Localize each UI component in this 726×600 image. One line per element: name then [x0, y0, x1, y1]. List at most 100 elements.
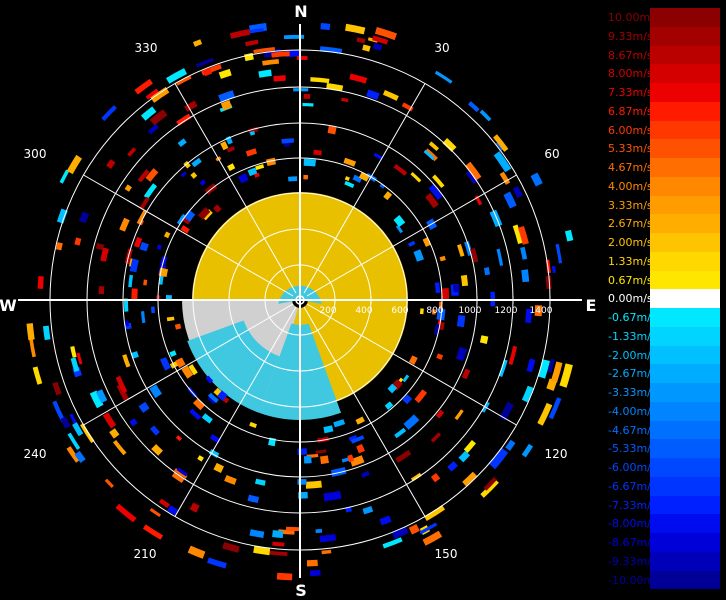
echo-gate [258, 69, 272, 78]
echo-gate [391, 526, 409, 540]
legend-entry: -6.67m/s [606, 476, 720, 496]
legend-entry: -1.33m/s [606, 326, 720, 346]
echo-gate [60, 416, 71, 429]
echo-gate [442, 137, 457, 152]
legend-entry: -2.00m/s [606, 345, 720, 365]
echo-gate [424, 505, 446, 522]
echo-gate [458, 450, 471, 463]
legend-entry: -9.33m/s [606, 551, 720, 571]
legend-swatch [650, 533, 720, 552]
echo-gate [296, 55, 308, 60]
legend-label: 6.00m/s [608, 123, 653, 137]
echo-core-approaching-sw [187, 320, 280, 413]
legend-label: -8.67m/s [608, 536, 657, 549]
legend-entry: 10.00m/s [606, 8, 720, 27]
echo-gate [197, 455, 204, 462]
echo-gate [76, 352, 83, 365]
echo-gate [249, 130, 256, 136]
echo-gate [26, 323, 35, 341]
echo-gate [98, 286, 105, 295]
legend-entry: -4.67m/s [606, 420, 720, 440]
echo-gate [119, 217, 130, 232]
echo-gate [496, 248, 504, 266]
echo-gate [220, 141, 229, 151]
echo-gate [74, 237, 82, 246]
echo-gate [176, 75, 192, 86]
echo-gate [439, 255, 446, 262]
echo-gate [303, 93, 311, 99]
echo-gate [366, 89, 380, 101]
echo-gate [361, 470, 371, 478]
echo-gate [465, 161, 482, 181]
range-label-800: 800 [426, 306, 443, 316]
echo-gate [555, 243, 563, 264]
legend-label: 9.33m/s [608, 29, 653, 43]
echo-gate [410, 472, 422, 482]
echo-gate [42, 325, 51, 341]
echo-gate [499, 401, 515, 421]
echo-gate [70, 357, 80, 373]
echo-gate [202, 67, 213, 77]
legend-swatch [650, 139, 720, 158]
echo-gate [344, 180, 355, 188]
echo-gate [67, 432, 81, 450]
compass-west: W [0, 296, 17, 315]
echo-gate [323, 490, 342, 502]
echo-gate [149, 425, 160, 436]
echo-gate [320, 455, 330, 465]
echo-gate [253, 545, 271, 556]
legend-swatch [650, 26, 720, 46]
echo-gate [220, 100, 232, 111]
echo-gate [304, 455, 312, 464]
echo-gate [379, 515, 392, 526]
echo-gate [551, 265, 556, 274]
echo-gate [383, 191, 393, 201]
echo-gate [355, 416, 365, 425]
echo-gate [441, 287, 450, 300]
echo-gate [95, 389, 108, 404]
echo-gate [253, 46, 276, 54]
echo-gate [305, 480, 322, 489]
echo-gate [249, 421, 257, 429]
bearing-label-30: 30 [434, 41, 449, 55]
compass-south: S [295, 581, 307, 600]
echo-gate [394, 427, 407, 439]
echo-gate [432, 174, 445, 189]
legend-entry: 6.00m/s [606, 120, 720, 140]
echo-gate [303, 158, 316, 167]
echo-gate [372, 42, 383, 51]
echo-gate [430, 473, 441, 483]
legend-label: 0.00m/s [608, 292, 653, 306]
echo-gate [213, 204, 222, 213]
echo-gate [430, 432, 442, 443]
echo-gate [374, 26, 398, 41]
echo-gate [175, 357, 186, 368]
echo-gate [166, 316, 175, 322]
echo-gate [127, 147, 137, 157]
legend-label: -5.33m/s [608, 442, 657, 456]
echo-gate [463, 439, 476, 453]
legend-entry: -3.33m/s [606, 383, 720, 402]
legend-label: 8.67m/s [608, 48, 653, 62]
echo-gate [72, 422, 84, 437]
echo-gate [306, 559, 318, 567]
radar-center-icon [295, 295, 305, 305]
legend-swatch [650, 233, 720, 252]
echo-gate [319, 533, 337, 543]
echo-gate [218, 90, 236, 103]
legend-entry: 0.67m/s [606, 270, 720, 290]
echo-gate [341, 97, 349, 103]
legend-label: 3.33m/s [608, 198, 653, 212]
legend-label: 8.00m/s [608, 67, 653, 81]
legend-entry: -0.67m/s [606, 308, 720, 327]
echo-gate [276, 572, 293, 581]
echo-gate [402, 374, 410, 383]
echo-gate [350, 435, 365, 444]
echo-gate [180, 171, 187, 178]
echo-gate [327, 125, 337, 135]
echo-gate [131, 288, 138, 300]
legend-entry: 8.67m/s [606, 45, 720, 65]
echo-gate [352, 174, 363, 183]
echo-gate [156, 244, 163, 250]
echo-gate [297, 448, 307, 455]
